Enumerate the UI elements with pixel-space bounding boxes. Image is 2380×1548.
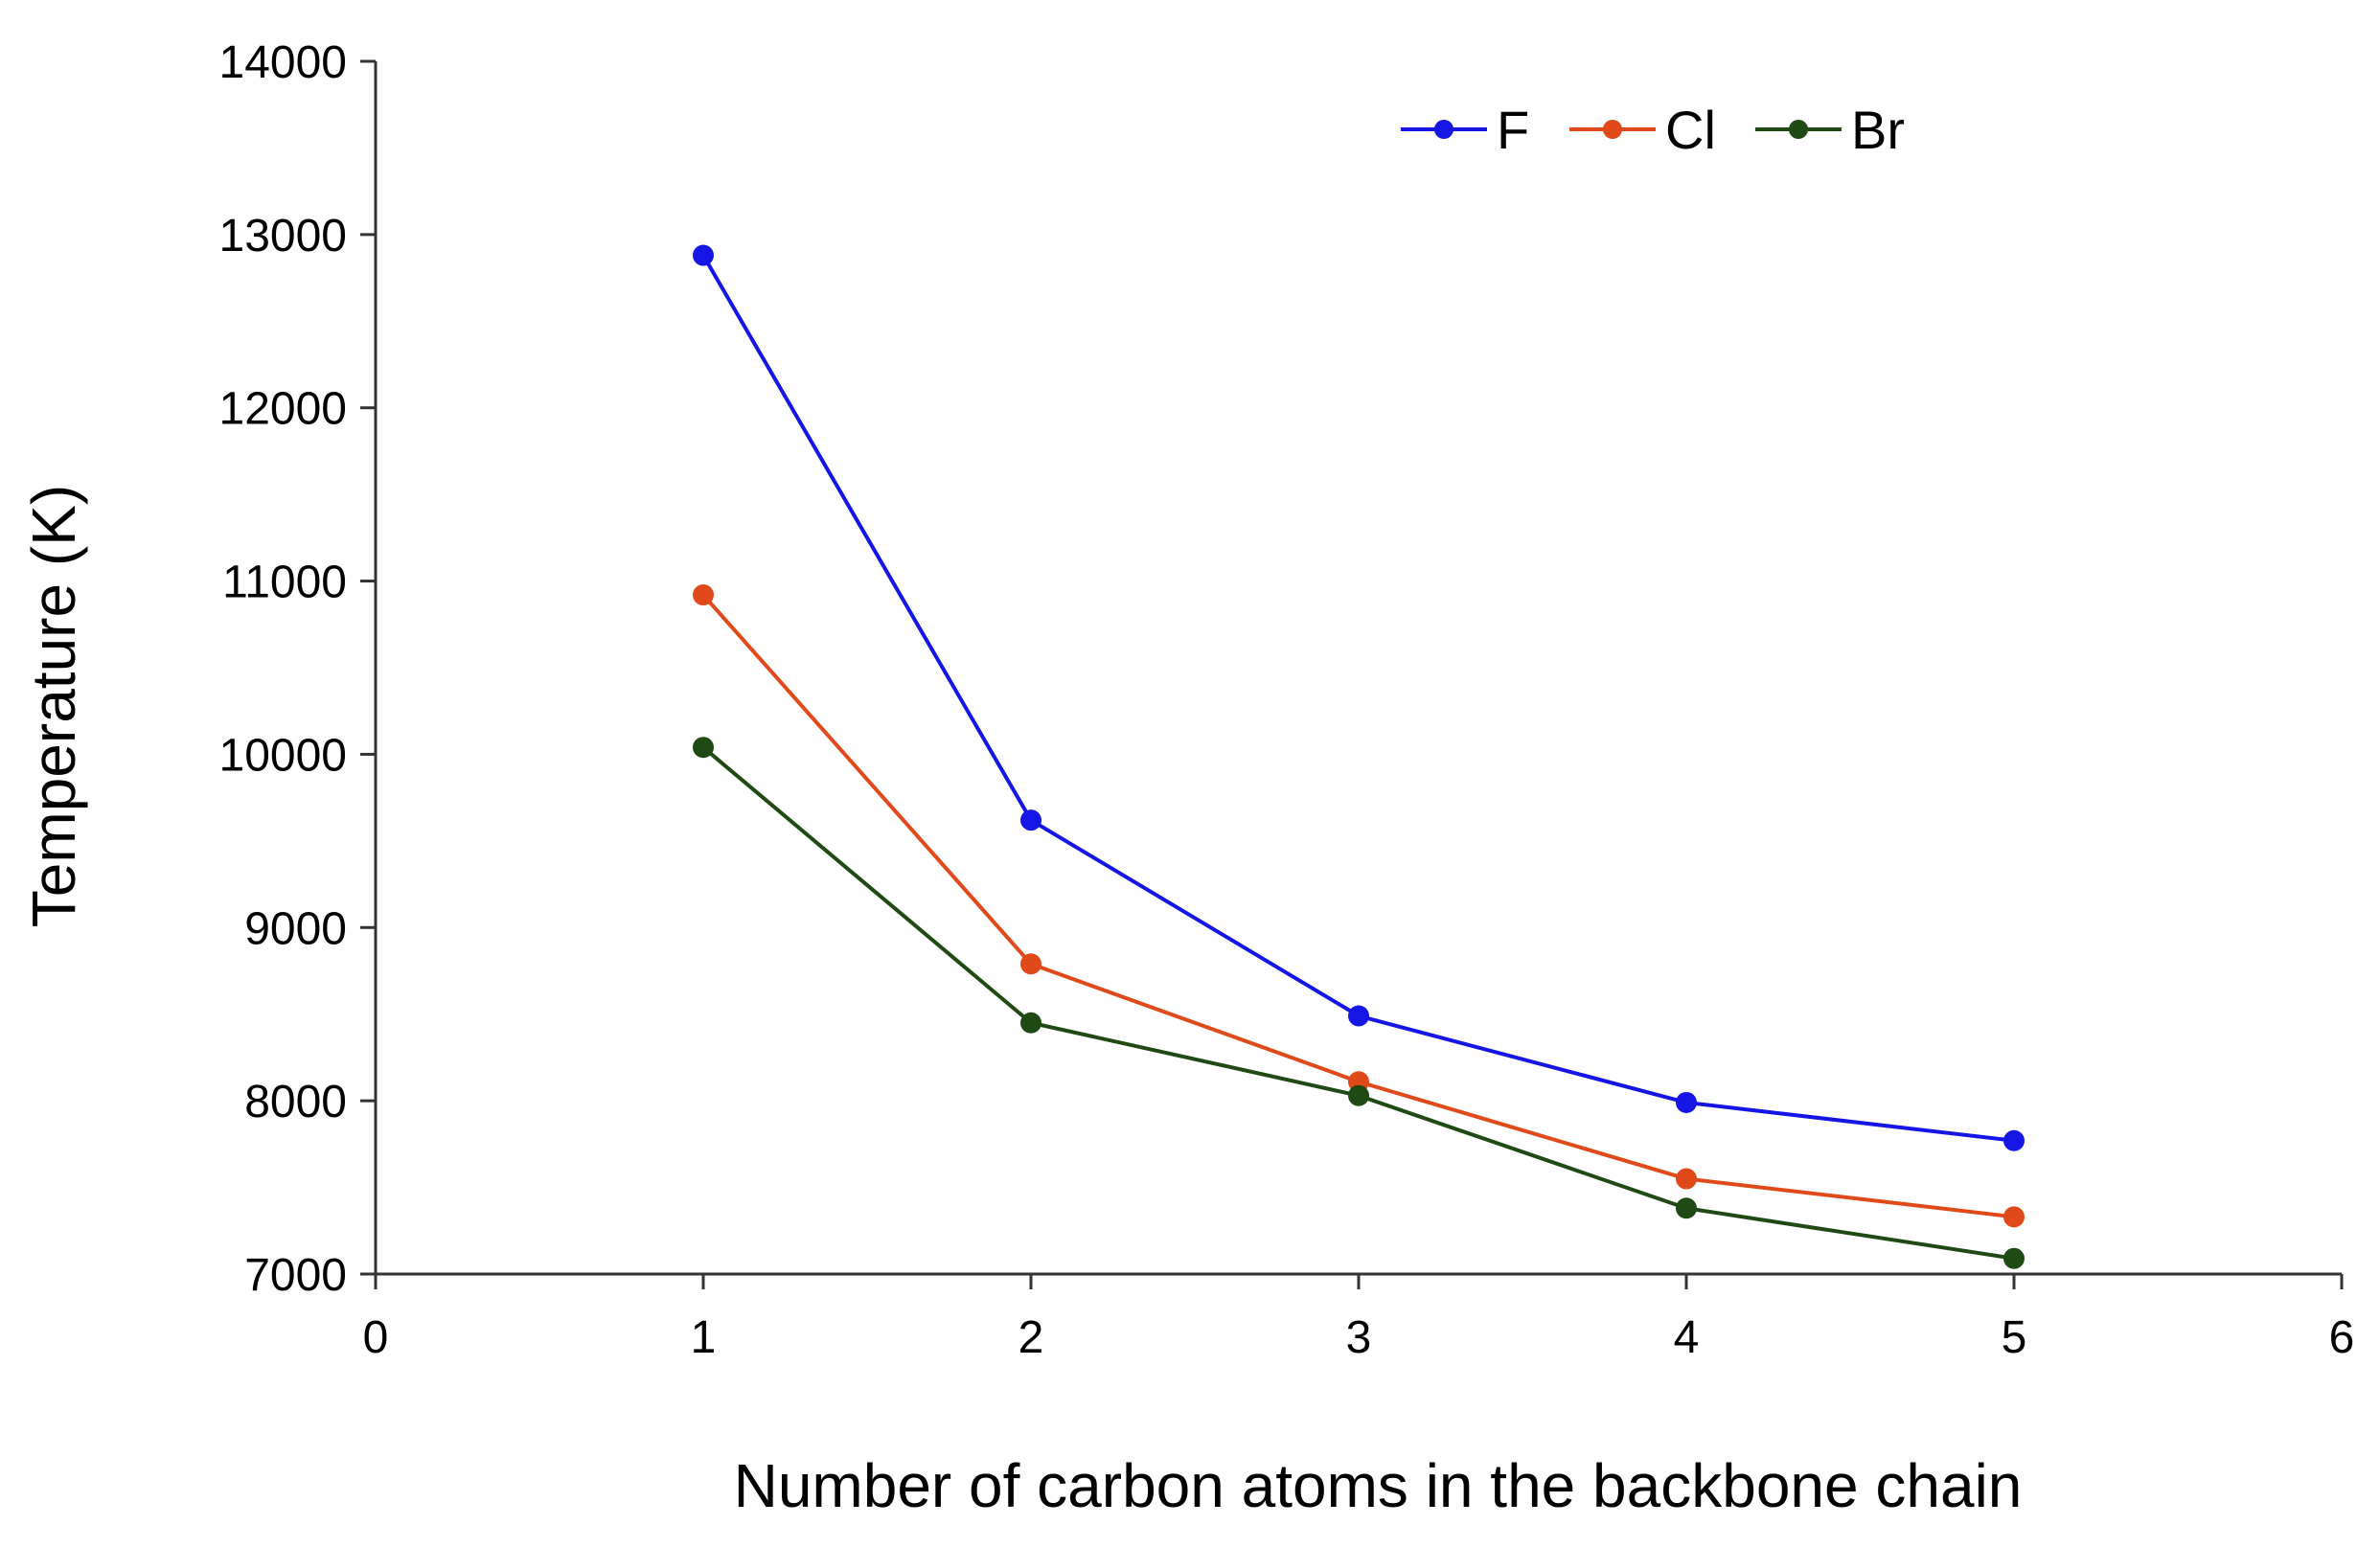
axes: 7000 8000 9000 10000 11000 12000 13000 14000 0 1 2… [219,37,2355,1363]
x-tick-label: 0 [363,1312,389,1363]
y-tick-label: 7000 [244,1250,347,1301]
legend-marker-f [1434,120,1453,139]
legend-label-f: F [1497,100,1529,160]
data-point-cl [1020,953,1041,975]
series-lines [693,244,2025,1269]
data-point-br [2003,1247,2025,1269]
data-point-cl [2003,1206,2025,1228]
series-line-br [701,745,2015,1261]
data-point-br [1676,1197,1697,1219]
data-point-f [1348,1005,1369,1027]
legend-marker-br [1789,120,1808,139]
y-axis-title: Temperature (K) [19,485,88,927]
legend-label-cl: Cl [1665,100,1716,160]
legend: F Cl Br [1401,100,1905,160]
x-tick-label: 4 [1674,1312,1700,1363]
x-tick-label: 1 [691,1312,717,1363]
data-point-f [1676,1091,1697,1113]
y-tick-label: 12000 [219,384,347,435]
series-line-cl [701,593,2015,1219]
y-tick-label: 9000 [244,903,347,954]
x-tick-label: 2 [1018,1312,1044,1363]
data-point-br [1020,1012,1041,1034]
data-point-cl [693,584,714,606]
x-tick-label: 3 [1346,1312,1372,1363]
x-tick-label: 6 [2329,1312,2355,1363]
x-axis-title: Number of carbon atoms in the backbone c… [734,1451,2023,1520]
y-tick-label: 11000 [222,558,347,608]
data-point-f [693,244,714,266]
data-point-f [2003,1129,2025,1151]
data-point-br [693,737,714,759]
y-tick-label: 8000 [244,1077,347,1127]
data-point-br [1348,1084,1369,1106]
data-point-cl [1676,1168,1697,1190]
x-tick-label: 5 [2002,1312,2027,1363]
legend-marker-cl [1603,120,1622,139]
y-tick-label: 13000 [219,211,347,262]
legend-label-br: Br [1851,100,1905,160]
y-tick-label: 14000 [219,37,347,88]
data-point-f [1020,809,1041,831]
y-tick-label: 10000 [219,730,347,781]
